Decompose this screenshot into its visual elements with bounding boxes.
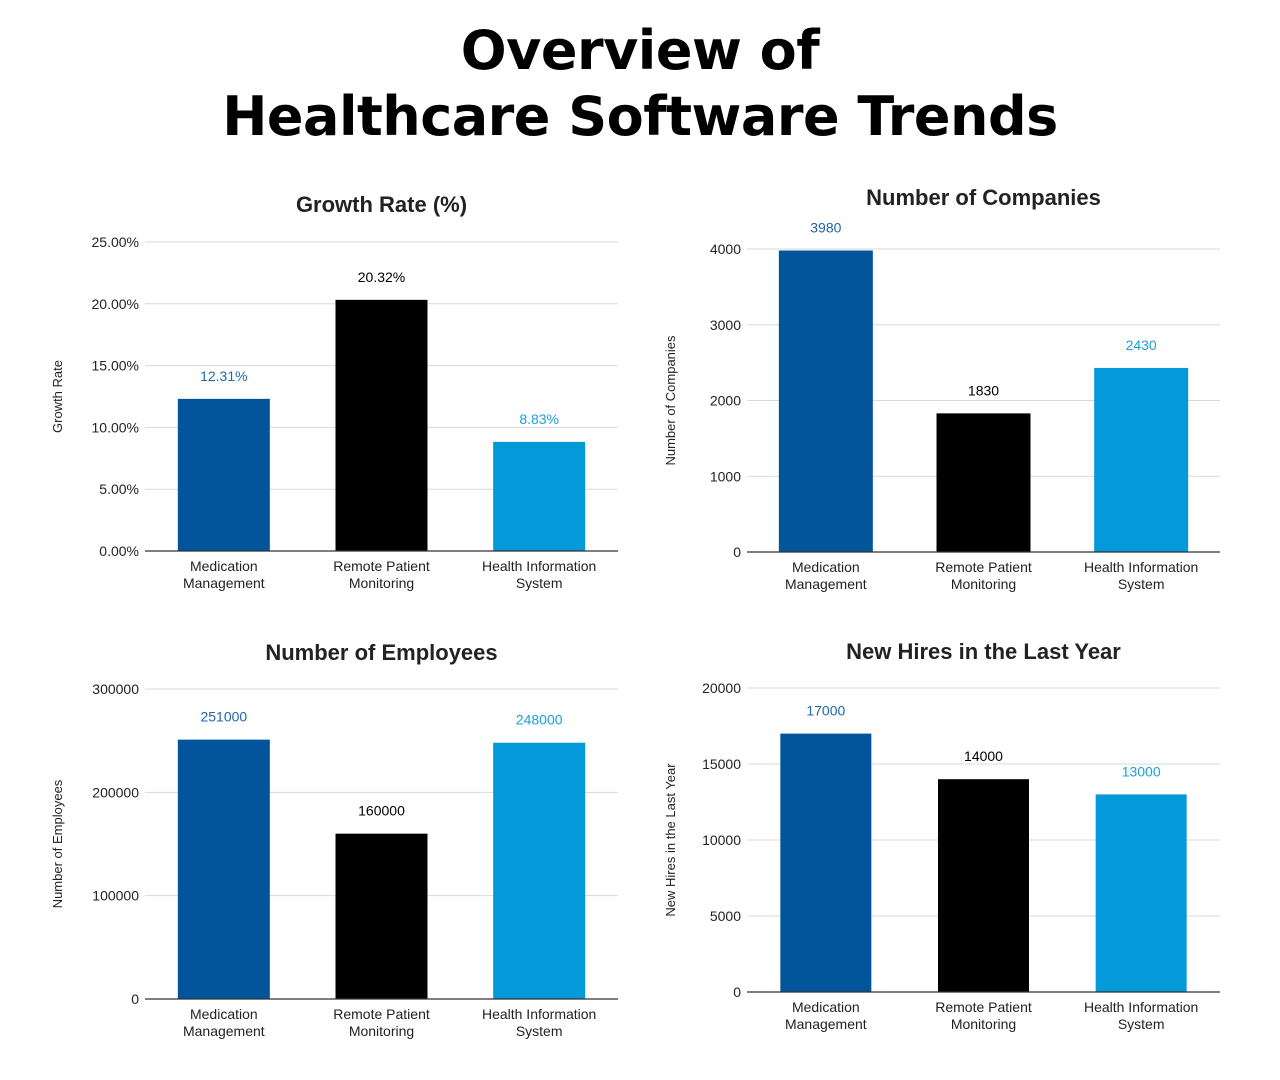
new-hires-x-tick-label-medication-management: Management: [785, 1016, 867, 1032]
companies-bar-remote-patient-monitoring: [936, 413, 1031, 552]
growth-rate-y-axis-label: Growth Rate: [50, 360, 65, 433]
companies-bar-medication-management: [778, 250, 873, 552]
number-of-employees-chart: Number of Employees Number of Employees 0 1…: [50, 640, 618, 1039]
employees-x-tick-label-health-information-system: System: [516, 1023, 563, 1039]
companies-y-tick-label: 2000: [710, 393, 741, 409]
new-hires-x-tick-label-remote-patient-monitoring: Remote Patient: [935, 999, 1032, 1015]
new-hires-x-tick-label-medication-management: Medication: [792, 999, 860, 1015]
new-hires-data-label-medication-management: 17000: [806, 703, 845, 719]
employees-x-tick-label-remote-patient-monitoring: Monitoring: [349, 1023, 414, 1039]
employees-bar-medication-management: [177, 739, 270, 999]
new-hires-x-tick-label-health-information-system: System: [1118, 1016, 1165, 1032]
employees-x-tick-label-remote-patient-monitoring: Remote Patient: [333, 1006, 430, 1022]
employees-data-label-remote-patient-monitoring: 160000: [358, 803, 405, 819]
new-hires-bar-health-information-system: [1095, 794, 1187, 992]
companies-y-tick-label: 3000: [710, 317, 741, 333]
growth-rate-y-tick-label: 0.00%: [99, 543, 139, 559]
employees-bar-remote-patient-monitoring: [335, 833, 428, 999]
new-hires-x-tick-label-remote-patient-monitoring: Monitoring: [951, 1016, 1016, 1032]
growth-rate-y-tick-label: 15.00%: [92, 358, 139, 374]
new-hires-y-tick-label: 0: [733, 984, 741, 1000]
companies-data-label-remote-patient-monitoring: 1830: [968, 382, 999, 398]
new-hires-chart: New Hires in the Last Year New Hires in t…: [663, 639, 1220, 1032]
employees-y-tick-label: 100000: [92, 888, 139, 904]
growth-rate-bar-remote-patient-monitoring: [335, 299, 428, 551]
page-title: Overview of Healthcare Software Trends: [0, 18, 1280, 150]
new-hires-bar-medication-management: [780, 733, 872, 992]
new-hires-y-tick-label: 20000: [702, 680, 741, 696]
employees-data-label-health-information-system: 248000: [516, 712, 563, 728]
employees-bar-health-information-system: [493, 742, 586, 999]
growth-rate-data-label-health-information-system: 8.83%: [519, 411, 559, 427]
new-hires-chart-title: New Hires in the Last Year: [846, 639, 1121, 664]
employees-data-label-medication-management: 251000: [200, 709, 247, 725]
companies-y-tick-label: 4000: [710, 241, 741, 257]
page-title-line-1: Overview of: [460, 19, 820, 82]
growth-rate-bar-health-information-system: [493, 441, 586, 551]
growth-rate-y-tick-label: 5.00%: [99, 481, 139, 497]
growth-rate-y-tick-label: 20.00%: [92, 296, 139, 312]
companies-x-tick-label-remote-patient-monitoring: Remote Patient: [935, 559, 1032, 575]
growth-rate-data-label-medication-management: 12.31%: [200, 368, 247, 384]
growth-rate-x-tick-label-health-information-system: System: [516, 575, 563, 591]
growth-rate-x-tick-label-medication-management: Management: [183, 575, 265, 591]
companies-x-tick-label-remote-patient-monitoring: Monitoring: [951, 576, 1016, 592]
growth-rate-y-tick-label: 10.00%: [92, 419, 139, 435]
employees-y-tick-label: 300000: [92, 681, 139, 697]
new-hires-y-tick-label: 15000: [702, 756, 741, 772]
companies-x-tick-label-medication-management: Management: [785, 576, 867, 592]
companies-y-tick-label: 0: [733, 544, 741, 560]
employees-chart-title: Number of Employees: [265, 640, 497, 665]
companies-x-tick-label-health-information-system: Health Information: [1084, 559, 1198, 575]
employees-x-tick-label-health-information-system: Health Information: [482, 1006, 596, 1022]
companies-data-label-medication-management: 3980: [810, 220, 841, 236]
new-hires-data-label-remote-patient-monitoring: 14000: [964, 748, 1003, 764]
new-hires-data-label-health-information-system: 13000: [1122, 763, 1161, 779]
employees-y-tick-label: 0: [131, 991, 139, 1007]
new-hires-bar-remote-patient-monitoring: [938, 779, 1029, 992]
page-title-line-2: Healthcare Software Trends: [222, 85, 1058, 148]
new-hires-y-tick-label: 10000: [702, 832, 741, 848]
employees-y-axis-label: Number of Employees: [50, 779, 65, 908]
growth-rate-data-label-remote-patient-monitoring: 20.32%: [358, 269, 405, 285]
number-of-companies-chart: Number of Companies Number of Companies 0 1…: [663, 185, 1220, 592]
companies-bar-health-information-system: [1094, 367, 1189, 552]
new-hires-y-tick-label: 5000: [710, 908, 741, 924]
new-hires-x-tick-label-health-information-system: Health Information: [1084, 999, 1198, 1015]
companies-y-tick-label: 1000: [710, 468, 741, 484]
growth-rate-x-tick-label-medication-management: Medication: [190, 558, 258, 574]
employees-y-tick-label: 200000: [92, 784, 139, 800]
companies-data-label-health-information-system: 2430: [1126, 337, 1157, 353]
growth-rate-x-tick-label-remote-patient-monitoring: Remote Patient: [333, 558, 430, 574]
employees-x-tick-label-medication-management: Medication: [190, 1006, 258, 1022]
companies-chart-title: Number of Companies: [866, 185, 1101, 210]
growth-rate-chart-title: Growth Rate (%): [296, 192, 467, 217]
companies-y-axis-label: Number of Companies: [663, 335, 678, 466]
growth-rate-x-tick-label-health-information-system: Health Information: [482, 558, 596, 574]
employees-x-tick-label-medication-management: Management: [183, 1023, 265, 1039]
growth-rate-y-tick-label: 25.00%: [92, 234, 139, 250]
growth-rate-bar-medication-management: [177, 398, 270, 551]
growth-rate-chart: Growth Rate (%) Growth Rate 0.00% 5.00% 10.0…: [50, 192, 618, 591]
new-hires-y-axis-label: New Hires in the Last Year: [663, 763, 678, 917]
companies-x-tick-label-medication-management: Medication: [792, 559, 860, 575]
growth-rate-x-tick-label-remote-patient-monitoring: Monitoring: [349, 575, 414, 591]
companies-x-tick-label-health-information-system: System: [1118, 576, 1165, 592]
